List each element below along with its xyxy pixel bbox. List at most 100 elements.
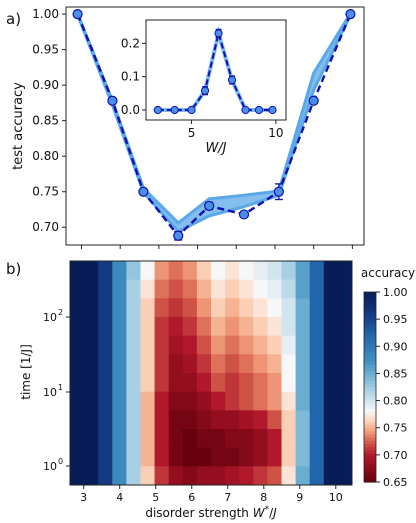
colorbar-segment (364, 336, 376, 341)
heatmap-cell (239, 429, 254, 449)
heatmap-cell (98, 410, 113, 430)
heatmap-y-tick-exponent: 0 (58, 457, 63, 466)
heatmap-x-tick-label: 6 (188, 491, 195, 504)
data-point (308, 95, 319, 106)
heatmap-cell (225, 335, 240, 355)
heatmap-cell (337, 354, 353, 374)
panel-a-line-chart: 0.70 0.75 0.80 0.85 0.90 0.95 1.00 test accura… (11, 6, 365, 249)
inset-data-point (187, 105, 196, 115)
colorbar-segment (364, 469, 376, 474)
heatmap-cell (154, 354, 170, 374)
heatmap-cell (225, 391, 240, 411)
heatmap-cell (98, 261, 113, 281)
colorbar-segment (364, 292, 376, 296)
heatmap-x-tick-label: 3 (80, 491, 87, 504)
heatmap-cell (323, 335, 339, 355)
heatmap-cell (253, 429, 268, 449)
heatmap-cell (112, 317, 127, 337)
heatmap-cell (168, 354, 184, 374)
heatmap-cell (309, 447, 325, 467)
heatmap-cell (309, 317, 325, 337)
inset-x-tick-label: 5 (188, 126, 196, 140)
heatmap-cell (154, 466, 170, 486)
inset-series (153, 25, 277, 115)
heatmap-cell (84, 410, 99, 430)
heatmap-cell (84, 317, 99, 337)
heatmap-cell (323, 466, 339, 486)
heatmap-cell (70, 466, 85, 486)
heatmap-y-tick-label: 10 (43, 386, 57, 399)
heatmap-cell (239, 279, 254, 299)
heatmap-cell (84, 429, 99, 449)
heatmap-cell (126, 354, 141, 374)
heatmap-cell (112, 261, 127, 281)
colorbar-segment (364, 450, 376, 455)
heatmap-cell (112, 391, 127, 411)
heatmap-cell (309, 354, 325, 374)
colorbar-segment (364, 456, 376, 461)
heatmap-cell (196, 354, 212, 374)
heatmap-cell (98, 279, 113, 299)
heatmap-cell (98, 317, 113, 337)
heatmap-cell (154, 410, 170, 430)
heatmap-cell (168, 429, 184, 449)
heatmap-cell (154, 261, 170, 281)
heatmap-cell (168, 335, 184, 355)
heatmap-cell (267, 466, 282, 486)
heatmap-cell (337, 429, 353, 449)
heatmap-cell (70, 391, 85, 411)
heatmap-cell (309, 373, 325, 393)
heatmap-cell (168, 466, 184, 486)
heatmap-cell (168, 279, 184, 299)
heatmap-cell (196, 410, 212, 430)
heatmap-cell (98, 447, 113, 467)
inset-data-point (227, 75, 237, 85)
heatmap-cell (239, 410, 254, 430)
heatmap-cell (84, 298, 99, 318)
heatmap-cell (154, 391, 170, 411)
colorbar-tick-label: 0.90 (383, 340, 408, 353)
heatmap-cell (295, 261, 311, 281)
inset-data-point (268, 105, 277, 115)
heatmap-cell (211, 279, 226, 299)
heatmap-cell (70, 317, 85, 337)
heatmap-cell (337, 279, 353, 299)
heatmap-cell (267, 373, 282, 393)
heatmap-cell (295, 279, 311, 299)
heatmap-cell (309, 261, 325, 281)
colorbar-segment (364, 368, 376, 372)
y-tick-label: 0.85 (32, 114, 59, 128)
heatmap-cell (126, 373, 141, 393)
heatmap-cell (168, 317, 184, 337)
heatmap-cell (182, 466, 198, 486)
panel-a-inset-chart: 0.0 0.1 0.2 5 10 W/J (121, 19, 287, 156)
heatmap-cell (239, 447, 254, 467)
inset-x-ticks: 5 10 (188, 120, 284, 140)
heatmap-cell (211, 317, 226, 337)
heatmap-cell (84, 373, 99, 393)
heatmap-cell (309, 335, 325, 355)
heatmap-cell (239, 335, 254, 355)
inset-y-tick-label: 0.1 (121, 70, 140, 84)
heatmap-cell (211, 335, 226, 355)
heatmap-cell (140, 373, 156, 393)
heatmap-y-tick-label: 10 (43, 460, 57, 473)
colorbar-segment (364, 406, 376, 410)
heatmap-cell (295, 354, 311, 374)
heatmap-cell (295, 373, 311, 393)
y-tick-label: 1.00 (32, 7, 59, 21)
heatmap-cell (323, 279, 339, 299)
heatmap-cell (140, 335, 156, 355)
heatmap-cell (84, 261, 99, 281)
heatmap-cell (239, 261, 254, 281)
heatmap-cell (168, 391, 184, 411)
heatmap-cell (140, 354, 156, 374)
heatmap-cell (253, 335, 268, 355)
heatmap-cell (140, 410, 156, 430)
heatmap-cell (126, 335, 141, 355)
inset-data-point (153, 105, 162, 115)
colorbar-segment (364, 434, 376, 439)
heatmap-cell (281, 466, 297, 486)
y-tick-label: 0.80 (32, 149, 59, 163)
colorbar-tick-label: 0.70 (383, 449, 408, 462)
